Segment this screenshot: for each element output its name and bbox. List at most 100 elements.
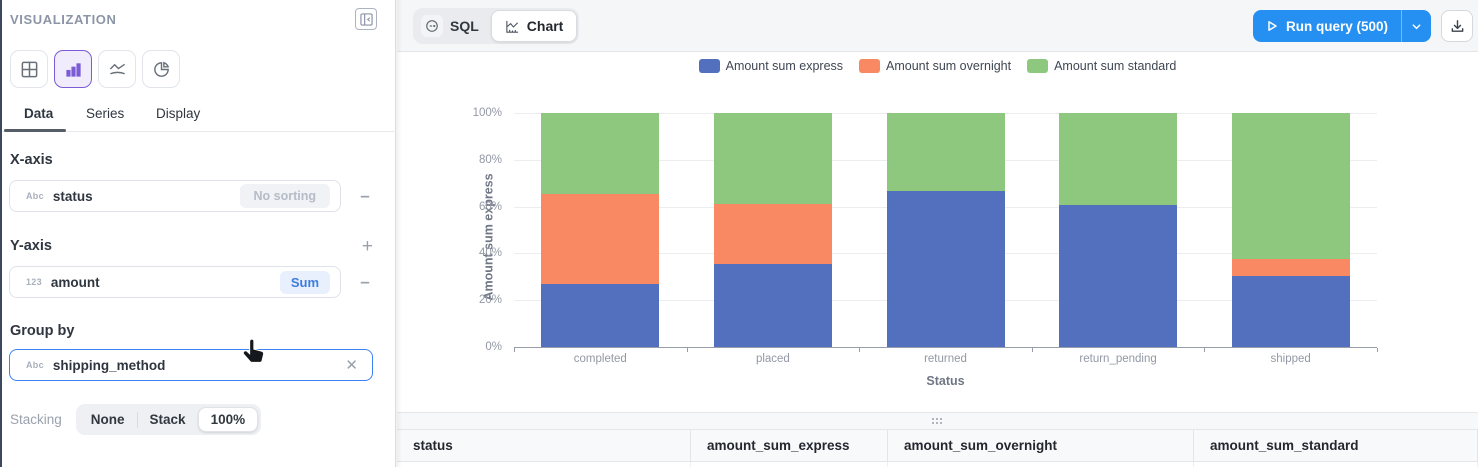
run-query-button[interactable]: Run query (500) (1253, 19, 1401, 34)
run-button-divider (1401, 10, 1402, 42)
sidebar-title: VISUALIZATION (10, 12, 117, 27)
chart-view-button[interactable]: Chart (490, 10, 578, 42)
x-axis-category-label: return_pending (1079, 353, 1157, 365)
x-axis-tickmark (1377, 348, 1378, 352)
chart-type-table-button[interactable] (10, 50, 48, 88)
legend-item[interactable]: Amount sum standard (1027, 59, 1176, 73)
y-axis-tick-label: 40% (478, 247, 502, 260)
group-by-heading: Group by (10, 323, 75, 339)
y-axis-tick-label: 100% (472, 107, 502, 119)
download-results-button[interactable] (1441, 10, 1473, 42)
table-cell (888, 462, 1194, 467)
y-axis-tick-label: 60% (478, 200, 502, 213)
panel-resize-handle[interactable] (397, 412, 1478, 430)
column-header-amount_sum_overnight[interactable]: amount_sum_overnight (888, 430, 1194, 461)
column-header-amount_sum_standard[interactable]: amount_sum_standard (1194, 430, 1478, 461)
bar-return_pending[interactable] (1059, 113, 1178, 347)
run-query-button-group: Run query (500) (1252, 10, 1431, 42)
run-query-dropdown-button[interactable] (1402, 21, 1431, 32)
column-header-status[interactable]: status (397, 430, 691, 461)
results-table-header: status amount_sum_express amount_sum_overn… (397, 430, 1478, 462)
bar-segment[interactable] (1059, 113, 1178, 206)
bar-segment[interactable] (1059, 205, 1178, 347)
window-edge (0, 0, 2, 467)
no-sorting-button[interactable]: No sorting (239, 184, 330, 208)
x-axis-tickmark (1204, 348, 1206, 352)
stacking-option-none[interactable]: None (90, 412, 125, 427)
table-row (397, 462, 1478, 467)
x-axis-tickmark (514, 348, 515, 352)
tab-series[interactable]: Series (86, 106, 125, 121)
legend-item[interactable]: Amount sum express (698, 59, 844, 73)
remove-group-by-icon[interactable]: ✕ (345, 357, 358, 374)
table-cell (1194, 462, 1478, 467)
bar-segment[interactable] (1231, 113, 1350, 260)
bar-segment[interactable] (713, 263, 832, 347)
legend-item[interactable]: Amount sum overnight (859, 59, 1011, 73)
collapse-sidebar-button[interactable] (355, 8, 377, 30)
bar-segment[interactable] (713, 204, 832, 264)
chevron-down-icon (1412, 23, 1421, 29)
bar-segment[interactable] (541, 283, 660, 347)
bar-segment[interactable] (713, 113, 832, 205)
bar-shipped[interactable] (1231, 113, 1350, 347)
remove-y-axis-button[interactable]: – (360, 272, 370, 291)
tab-data[interactable]: Data (24, 106, 54, 121)
stacking-segmented-control: None Stack 100% (75, 404, 262, 435)
drag-handle-icon (931, 418, 944, 426)
bar-segment[interactable] (1231, 259, 1350, 276)
settings-tabs: Data Series Display (0, 103, 395, 132)
sql-view-button[interactable]: SQL (415, 15, 491, 37)
chart-type-pie-button[interactable] (142, 50, 180, 88)
y-axis-tick-label: 20% (478, 294, 502, 307)
x-axis-category-label: shipped (1270, 353, 1311, 365)
x-axis-category-label: completed (573, 353, 627, 365)
sidebar-shadow (396, 0, 402, 467)
x-axis-field-status[interactable]: Abc status No sorting (9, 180, 341, 212)
segment-divider (136, 411, 138, 428)
bar-returned[interactable] (886, 113, 1005, 347)
text-type-icon: Abc (26, 360, 44, 370)
tab-display[interactable]: Display (156, 106, 201, 121)
remove-x-axis-button[interactable]: – (360, 186, 370, 205)
chart-legend: Amount sum express Amount sum overnight Am… (397, 59, 1478, 73)
y-axis-tick-label: 0% (485, 341, 502, 353)
legend-swatch (1027, 59, 1049, 73)
bar-segment[interactable] (541, 113, 660, 194)
active-tab-indicator (4, 129, 66, 132)
y-axis-title: Amount sum express (481, 173, 496, 301)
pie-chart-icon (153, 61, 169, 77)
x-axis-tickmark (859, 348, 861, 352)
main-panel: SQL Chart Run query (500) (397, 0, 1478, 467)
legend-label: Amount sum express (725, 59, 844, 73)
table-cell (397, 462, 691, 467)
x-axis-category-label: placed (755, 353, 790, 365)
y-axis-tick-label: 80% (478, 153, 502, 166)
view-toggle: SQL Chart (413, 8, 580, 44)
y-axis-field-label: amount (50, 274, 100, 290)
bar-completed[interactable] (541, 113, 660, 347)
chart-type-line-button[interactable] (98, 50, 136, 88)
stacking-option-stack[interactable]: Stack (149, 412, 186, 427)
aggregation-sum-button[interactable]: Sum (279, 270, 330, 294)
y-axis-heading: Y-axis (10, 238, 52, 254)
group-by-field-shipping-method[interactable]: Abc shipping_method ✕ (9, 349, 373, 381)
add-y-axis-button[interactable]: + (361, 236, 373, 257)
stacking-option-100pct[interactable]: 100% (197, 407, 259, 432)
chart-view-icon (506, 20, 518, 33)
column-header-amount_sum_express[interactable]: amount_sum_express (691, 430, 888, 461)
bar-segment[interactable] (1231, 275, 1350, 347)
y-axis-field-amount[interactable]: 123 amount Sum (9, 266, 341, 298)
bar-segment[interactable] (886, 113, 1005, 192)
x-axis-field-label: status (52, 188, 93, 204)
bar-segment[interactable] (541, 193, 660, 284)
stacked-bar-plot: Amount sum express Status 0% 20% 40% 60% 80%… (397, 52, 1478, 412)
chart-type-picker (10, 50, 180, 88)
bar-segment[interactable] (886, 191, 1005, 347)
chart-type-bar-button[interactable] (54, 50, 92, 88)
number-type-icon: 123 (26, 277, 42, 287)
bar-placed[interactable] (713, 113, 832, 347)
group-by-field-label: shipping_method (52, 357, 166, 373)
sql-console-icon (421, 15, 443, 37)
